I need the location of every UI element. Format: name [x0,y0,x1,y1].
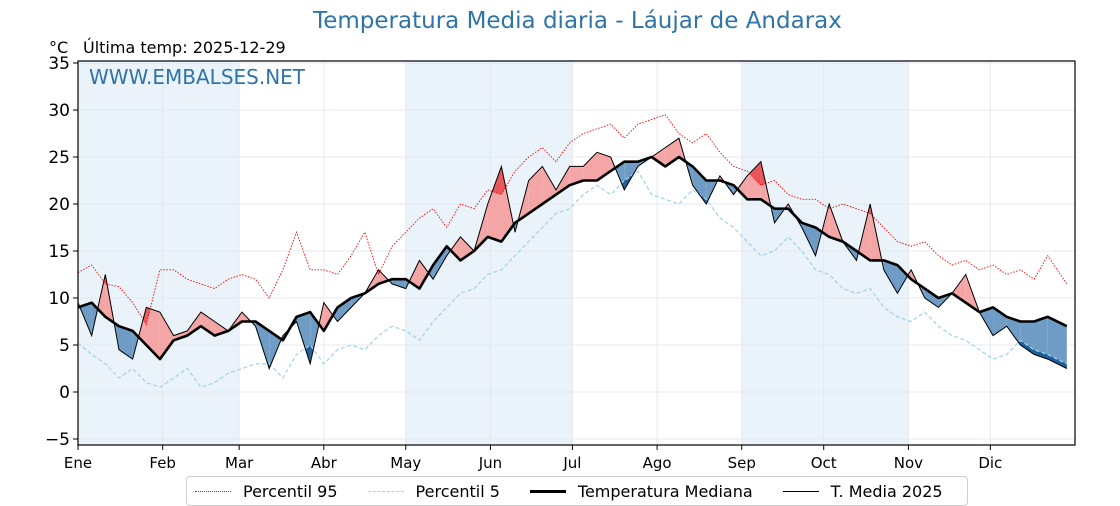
fill-below-p5 [1034,349,1048,360]
x-tick-label: Mar [225,454,254,472]
x-tick-label: Oct [811,454,837,472]
x-tick-label: Jul [562,454,581,472]
y-tick-label: 5 [59,336,70,356]
plot-frame [77,60,1076,446]
line-temperatura-mediana [77,155,1068,361]
fill-below-p5 [1020,340,1035,355]
x-tick-label: Ene [64,454,92,472]
fill-below-median [1006,316,1021,345]
legend-swatch-median [529,489,566,493]
fill-above-median [556,166,570,195]
watermark: WWW.EMBALSES.NET [89,65,306,89]
x-tick-label: Feb [149,454,176,472]
fill-below-median [1047,316,1067,369]
legend-label: T. Media 2025 [830,481,943,501]
month-band [78,61,240,445]
x-tick-label: Jun [478,454,502,472]
fill-above-median [596,152,611,181]
legend-item-mean2025: T. Media 2025 [782,481,943,501]
fill-above-median [450,236,461,261]
legend-label: Temperatura Mediana [577,481,753,501]
fill-below-median [337,298,352,322]
y-tick-label: 0 [59,383,70,403]
fill-below-median [1034,316,1048,360]
y-tick-label: 15 [48,242,70,262]
fill-above-median [583,152,597,181]
chart-title: Temperatura Media diaria - Láujar de And… [313,8,842,34]
line-percentil-5 [77,170,1068,389]
y-unit-label: °C [49,38,69,57]
legend-item-median: Temperatura Mediana [529,481,753,501]
fill-below-p5 [1047,354,1067,369]
fill-above-median [651,147,666,167]
legend-label: Percentil 5 [415,481,500,501]
fill-above-median [419,260,429,289]
y-tick-label: 35 [48,54,70,74]
month-bands [78,61,909,445]
fill-below-median [433,246,447,280]
month-band [741,61,909,445]
legend-item-p95: Percentil 95 [195,482,338,501]
fill-above-median [214,321,229,336]
fill-above-median [665,138,679,167]
series-lines [77,114,1068,389]
y-axis: −5 0 5 10 15 20 25 30 35 [45,54,78,450]
line-percentil-95 [77,114,1068,326]
fill-above-median [737,175,748,200]
fill-below-median [692,166,707,204]
x-tick-label: May [390,454,421,472]
fill-below-median [269,330,282,369]
last-temp-label: Última temp: 2025-12-29 [83,38,286,57]
x-tick-label: Dic [978,454,1002,472]
y-tick-label: 10 [48,289,70,309]
legend: Percentil 95 Percentil 5 Temperatura Med… [186,476,968,506]
y-tick-label: −5 [45,430,70,450]
fill-above-median [460,236,475,261]
fill-above-median [542,166,557,204]
fill-below-median [897,265,908,294]
fill-above-median [528,166,543,214]
legend-swatch-p95 [195,490,231,492]
y-tick-label: 20 [48,195,70,215]
fill-below-median [924,288,939,308]
legend-swatch-mean2025 [782,490,819,492]
y-tick-label: 30 [48,101,70,121]
grid-lines [77,61,1075,445]
fill-below-median [801,222,816,256]
fill-above-median [952,274,966,303]
fill-below-median [392,279,406,289]
line-t-media-2025 [77,137,1068,370]
x-tick-label: Sep [728,454,756,472]
fill-above-median [146,307,160,360]
legend-item-p5: Percentil 5 [367,481,500,501]
legend-swatch-p5 [367,490,404,492]
fill-above-p95 [749,161,761,186]
fill-below-median [118,326,133,360]
fill-above-median [159,312,174,360]
fill-above-median [409,260,420,289]
fill-below-median [883,260,898,294]
fill-above-median [187,312,201,336]
fill-above-median [323,302,333,331]
x-axis: Ene Feb Mar Abr May Jun Jul Ago Sep Oct Nov Dic [64,445,1002,472]
legend-label: Percentil 95 [243,481,338,501]
x-tick-label: Nov [894,454,923,472]
x-tick-label: Ago [643,454,672,472]
month-band [405,61,573,445]
x-tick-label: Abr [311,454,338,472]
fill-above-median [200,312,215,336]
fill-below-median [979,307,994,336]
y-tick-label: 25 [48,148,70,168]
